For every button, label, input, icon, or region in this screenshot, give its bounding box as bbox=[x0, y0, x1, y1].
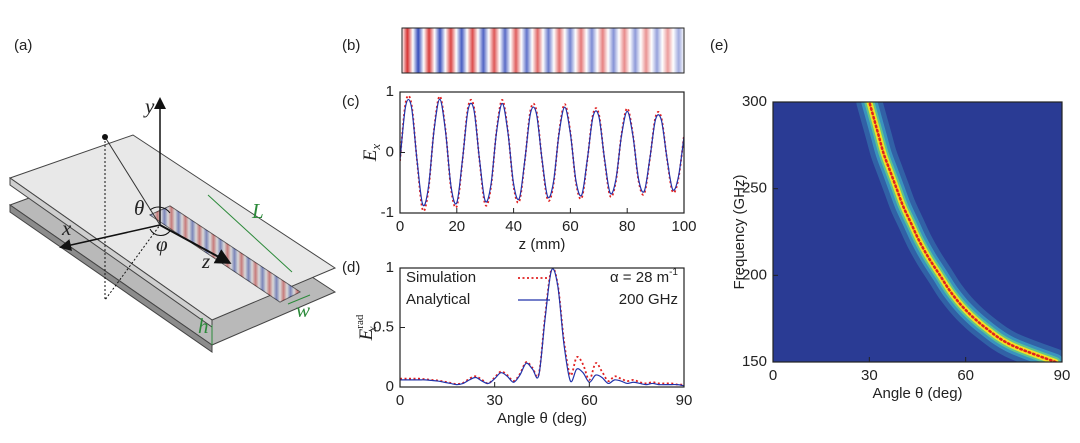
x-tick-label: 0 bbox=[396, 392, 404, 409]
y-tick-label: -1 bbox=[381, 204, 394, 221]
y-tick-label: 150 bbox=[742, 353, 767, 370]
ridge-line bbox=[868, 102, 1057, 362]
axis-label: x bbox=[61, 216, 72, 240]
phi-arc bbox=[149, 228, 171, 236]
x-tick-label: 20 bbox=[448, 218, 465, 235]
x-tick-label: 30 bbox=[861, 367, 878, 384]
y-axis-label: Eradx bbox=[354, 314, 379, 341]
annotation-text: α = 28 m bbox=[610, 269, 669, 286]
y-tick-label: 250 bbox=[742, 180, 767, 197]
axis-arrow bbox=[159, 224, 232, 264]
dimension-label: h bbox=[198, 314, 209, 338]
axis-label: y bbox=[143, 94, 155, 118]
axis-arrow bbox=[59, 224, 161, 251]
y-label-superscript: rad bbox=[354, 314, 366, 329]
angle-label: θ bbox=[134, 196, 144, 220]
y-tick-label: 0.5 bbox=[373, 318, 394, 335]
y-tick-label: 1 bbox=[386, 83, 394, 100]
panel-label: (a) bbox=[14, 37, 32, 54]
x-tick-label: 90 bbox=[1054, 367, 1071, 384]
chart-panel: (d) Simulation Analytical α = 28 m-1 200 GHz… bbox=[342, 259, 692, 427]
axis-label: z bbox=[201, 249, 210, 273]
angle-label: φ bbox=[156, 232, 168, 256]
plot-area bbox=[400, 94, 684, 212]
y-axis-label: Frequency (GHz) bbox=[731, 174, 748, 289]
x-tick-label: 40 bbox=[505, 218, 522, 235]
x-axis-label: Angle θ (deg) bbox=[497, 410, 587, 427]
dimension-line bbox=[207, 194, 293, 273]
y-label-subscript: x bbox=[368, 144, 383, 151]
diagram: (a) y x z θ φ L w h bbox=[8, 37, 337, 353]
dimension-line bbox=[287, 294, 311, 305]
x-axis-label: z (mm) bbox=[519, 236, 566, 253]
theta-arc bbox=[149, 206, 171, 214]
dimension-label: w bbox=[296, 298, 310, 322]
annotation-text: 200 GHz bbox=[619, 291, 678, 308]
y-label-symbol: E bbox=[360, 149, 381, 162]
x-tick-label: 60 bbox=[562, 218, 579, 235]
series-line bbox=[400, 268, 684, 387]
y-tick-label: 200 bbox=[742, 266, 767, 283]
chart-panel: (e) 0 30 60 90 150 200 250 300 Angle θ (deg) Frequ… bbox=[710, 37, 1070, 402]
plot-frame bbox=[772, 101, 1063, 363]
dimension-label: L bbox=[251, 199, 264, 223]
panel-label: (c) bbox=[342, 93, 360, 110]
legend-label: Analytical bbox=[406, 291, 470, 308]
panel-label: (d) bbox=[342, 259, 360, 276]
y-label-symbol: E bbox=[356, 328, 377, 341]
projection bbox=[104, 137, 161, 302]
annotation-superscript: -1 bbox=[669, 267, 678, 278]
x-tick-label: 90 bbox=[676, 392, 693, 409]
y-tick-label: 300 bbox=[742, 93, 767, 110]
x-tick-label: 80 bbox=[619, 218, 636, 235]
x-axis-label: Angle θ (deg) bbox=[872, 385, 962, 402]
wave-vector bbox=[104, 136, 161, 226]
plot-area: Simulation Analytical α = 28 m-1 200 GHz bbox=[400, 267, 684, 387]
annotation: 200 GHz bbox=[619, 291, 678, 308]
y-label-subscript: x bbox=[365, 326, 379, 333]
x-tick-label: 30 bbox=[486, 392, 503, 409]
panel-label: (e) bbox=[710, 37, 728, 54]
legend-label: Simulation bbox=[406, 269, 476, 286]
series-line bbox=[400, 98, 684, 207]
field-map-frame bbox=[401, 27, 685, 74]
x-tick-label: 0 bbox=[769, 367, 777, 384]
annotation: α = 28 m-1 bbox=[610, 267, 678, 286]
field-image: (b) bbox=[342, 27, 685, 74]
y-tick-label: 1 bbox=[386, 259, 394, 276]
x-tick-label: 60 bbox=[581, 392, 598, 409]
y-axis-label: Ex bbox=[360, 144, 383, 163]
y-tick-label: 0 bbox=[386, 378, 394, 395]
x-tick-label: 0 bbox=[396, 218, 404, 235]
x-tick-label: 60 bbox=[957, 367, 974, 384]
y-tick-label: 0 bbox=[386, 143, 394, 160]
panel-label: (b) bbox=[342, 37, 360, 54]
x-tick-label: 100 bbox=[671, 218, 696, 235]
plot-area bbox=[773, 102, 1062, 362]
